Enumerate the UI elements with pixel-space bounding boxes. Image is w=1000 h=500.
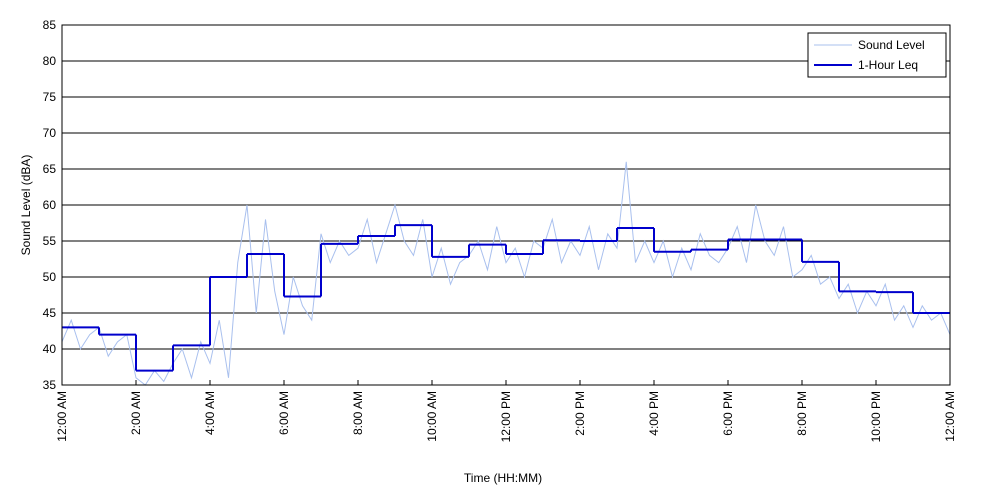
y-tick-label: 60 [43,198,57,212]
sound-line [61,161,951,386]
x-tick-label: 6:00 AM [277,391,291,435]
x-tick-label: 12:00 PM [499,391,513,442]
y-tick-label: 70 [43,126,57,140]
x-tick-label: 2:00 PM [573,391,587,436]
legend-box [807,32,947,78]
x-tick-label: 8:00 PM [795,391,809,436]
y-tick-label: 55 [43,234,57,248]
x-tick-label: 4:00 PM [647,391,661,436]
y-tick-label: 35 [43,378,57,392]
x-tick-label: 6:00 PM [721,391,735,436]
y-tick-label: 50 [43,270,57,284]
x-tick-label: 10:00 AM [425,391,439,442]
legend-label: 1-Hour Leq [858,58,918,72]
y-axis-label: Sound Level (dBA) [19,155,33,256]
y-tick-label: 80 [43,54,57,68]
x-tick-label: 12:00 AM [943,391,957,442]
x-tick-label: 4:00 AM [203,391,217,435]
y-tick-label: 65 [43,162,57,176]
plot-frame [61,24,951,386]
legend-label: Sound Level [858,38,925,52]
x-tick-label: 8:00 AM [351,391,365,435]
x-tick-label: 10:00 PM [869,391,883,442]
x-tick-label: 12:00 AM [55,391,69,442]
x-tick-label: 2:00 AM [129,391,143,435]
x-axis-label: Time (HH:MM) [464,471,542,485]
y-tick-label: 75 [43,90,57,104]
y-tick-label: 45 [43,306,57,320]
y-tick-label: 40 [43,342,57,356]
y-tick-label: 85 [43,18,57,32]
